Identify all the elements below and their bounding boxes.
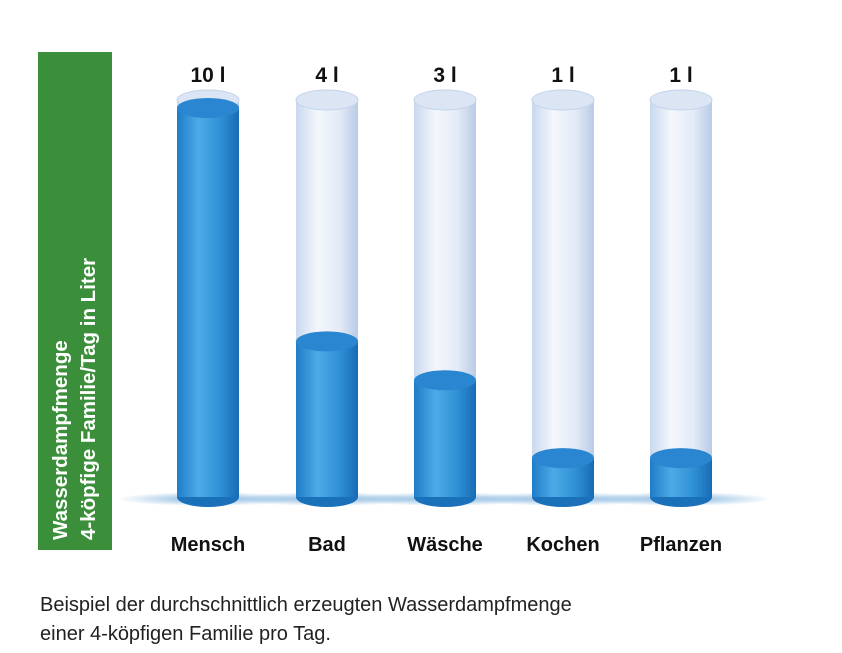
bar-fill-top-pflanzen (650, 448, 712, 469)
bar-bad (296, 341, 358, 497)
bar-wäsche (414, 380, 476, 497)
bar-tube-top-bad (295, 89, 359, 111)
y-axis-label-line-2: 4-köpfige Familie/Tag in Liter (77, 258, 100, 540)
category-label-kochen: Kochen (526, 534, 599, 556)
bar-fill-top-kochen (532, 448, 594, 469)
value-label-pflanzen: 1 l (669, 64, 692, 87)
value-label-wäsche: 3 l (433, 64, 456, 87)
bars-group: 10 l Mensch 4 l Bad 3 l Wäsche 1 l Kochen 1 l Pfl… (117, 64, 772, 556)
bar-tube-kochen (532, 100, 594, 497)
chart-caption: Beispiel der durchschnittlich erzeugten … (40, 591, 800, 649)
y-axis-label-background (38, 52, 112, 550)
value-label-mensch: 10 l (190, 64, 225, 87)
value-label-bad: 4 l (315, 64, 338, 87)
bar-tube-top-wäsche (413, 89, 477, 111)
bar-tube-top-kochen (531, 89, 595, 111)
value-label-kochen: 1 l (551, 64, 574, 87)
bar-tube-pflanzen (650, 100, 712, 497)
bar-fill-top-wäsche (414, 370, 476, 391)
caption-line-1: Beispiel der durchschnittlich erzeugten … (40, 594, 572, 616)
category-label-pflanzen: Pflanzen (640, 534, 722, 556)
category-label-mensch: Mensch (171, 534, 245, 556)
y-axis-label-box: Wasserdampfmenge 4-köpfige Familie/Tag i… (38, 52, 112, 550)
category-label-wäsche: Wäsche (407, 534, 483, 556)
bar-fill-top-mensch (177, 98, 239, 118)
category-label-bad: Bad (308, 534, 346, 556)
water-vapor-chart: Wasserdampfmenge 4-köpfige Familie/Tag i… (38, 52, 772, 556)
bar-tube-top-pflanzen (649, 89, 713, 111)
caption-line-2: einer 4-köpfigen Familie pro Tag. (40, 623, 331, 645)
bar-mensch (177, 108, 239, 497)
y-axis-label-line-1: Wasserdampfmenge (49, 340, 72, 540)
bar-fill-top-bad (296, 331, 358, 352)
